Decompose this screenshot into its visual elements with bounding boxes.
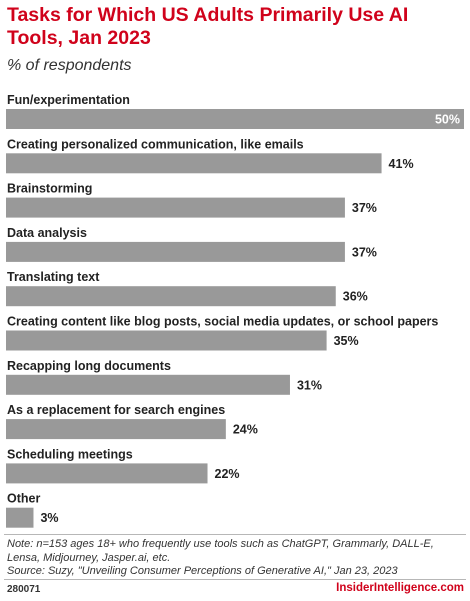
bar	[6, 109, 464, 129]
bar	[6, 419, 226, 440]
note-text: Note: n=153 ages 18+ who frequently use …	[7, 538, 434, 564]
category-label: Translating text	[7, 270, 100, 284]
value-label: 3%	[40, 511, 58, 525]
bar	[6, 286, 336, 307]
bar-chart: Fun/experimentation 50% Creating personali…	[6, 93, 464, 528]
value-label: 37%	[352, 245, 377, 259]
value-label: 31%	[297, 378, 322, 392]
value-label: 36%	[343, 290, 368, 304]
bar	[6, 507, 34, 528]
category-label: Creating content like blog posts, social…	[7, 315, 438, 329]
source-text: Source: Suzy, "Unveiling Consumer Percep…	[7, 565, 398, 577]
value-label: 37%	[352, 201, 377, 215]
value-label: 24%	[233, 423, 258, 437]
bar	[6, 463, 208, 484]
value-label: 35%	[334, 334, 359, 348]
chart-id: 280071	[7, 584, 41, 595]
category-label: Brainstorming	[7, 182, 92, 196]
footer-divider	[4, 579, 466, 580]
bar	[6, 241, 345, 262]
chart-notes: Note: n=153 ages 18+ who frequently use …	[7, 538, 467, 579]
bar	[6, 153, 382, 174]
bar	[6, 374, 290, 395]
value-label: 41%	[389, 157, 414, 171]
category-label: Fun/experimentation	[7, 93, 130, 107]
category-label: Recapping long documents	[7, 359, 171, 373]
value-label: 22%	[215, 467, 240, 481]
chart-title: Tasks for Which US Adults Primarily Use …	[7, 4, 409, 49]
category-label: Creating personalized communication, lik…	[7, 137, 304, 151]
category-label: As a replacement for search engines	[7, 403, 225, 417]
category-label: Data analysis	[7, 226, 87, 240]
chart-subtitle: % of respondents	[7, 57, 132, 74]
value-label: 50%	[435, 113, 460, 127]
category-label: Other	[7, 492, 40, 506]
note-divider	[4, 534, 466, 535]
brand-link[interactable]: InsiderIntelligence.com	[336, 582, 464, 594]
bar	[6, 197, 345, 218]
category-label: Scheduling meetings	[7, 447, 133, 461]
bar	[6, 330, 327, 351]
